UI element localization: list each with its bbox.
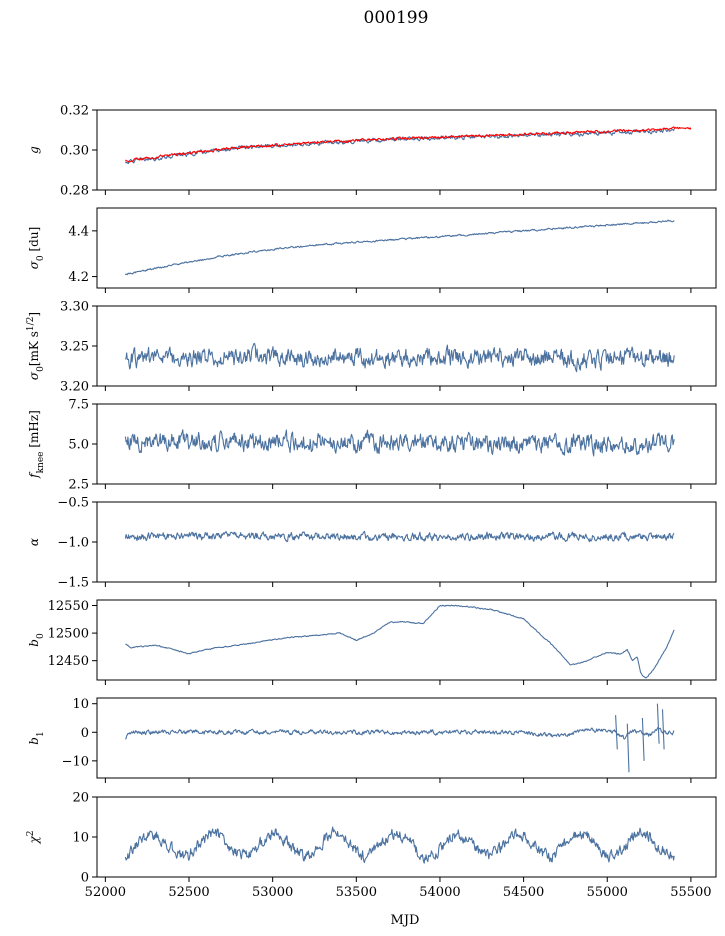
panel-b1: −10 0 10 b1: [27, 697, 717, 783]
y-axis-label: b0: [27, 633, 46, 647]
y-tick-label: 2.5: [68, 478, 89, 493]
x-tick-label: 53000: [252, 885, 293, 900]
panel-chi2: 0 10 20 52000 52500 53000 53500 54000 54500 55000…: [26, 791, 717, 900]
y-axis-label: σ0[mK s1/2]: [26, 312, 46, 380]
series-fknee-0: [124, 429, 675, 457]
y-axis-label: χ2: [26, 830, 41, 844]
y-tick-label: −1.0: [57, 536, 89, 551]
y-tick-label: 3.25: [60, 340, 89, 355]
panel-fknee: 2.5 5.0 7.5 fknee [mHz]: [27, 398, 717, 493]
y-tick-label: 12500: [48, 627, 89, 642]
series-g-1: [125, 126, 692, 163]
y-tick-label: 7.5: [68, 398, 89, 413]
panel-b0: 12450 12500 12550 b0: [27, 599, 717, 685]
y-tick-label: 3.20: [60, 380, 89, 395]
axes-frame: [96, 796, 717, 878]
y-tick-label: 10: [72, 697, 89, 712]
y-tick-label: 0.28: [60, 184, 89, 199]
y-tick-label: 12550: [48, 599, 89, 614]
y-tick-label: 20: [72, 791, 89, 806]
axes-frame: [96, 305, 717, 387]
y-tick-label: −10: [62, 754, 89, 769]
series-sigma0-du-0: [124, 219, 675, 276]
y-tick-label: −1.5: [57, 576, 89, 591]
series-g-0: [124, 127, 675, 165]
y-tick-label: 0: [81, 726, 89, 741]
x-tick-label: 52500: [168, 885, 209, 900]
panel-alpha: −1.5 −1.0 −0.5 α: [27, 496, 717, 591]
x-tick-label: 54000: [419, 885, 460, 900]
x-tick-label: 55500: [670, 885, 711, 900]
y-axis-label: fknee [mHz]: [27, 410, 46, 479]
x-tick-label: 52000: [85, 885, 126, 900]
series-alpha-0: [124, 530, 675, 543]
axes-frame: [96, 109, 717, 191]
panels: 0.28 0.30 0.32 g 4.2 4.4 σ0 [du] 3.20 3.25 3.30 σ0…: [26, 104, 717, 900]
y-tick-label: 0.32: [60, 104, 89, 119]
series-chi2-0: [124, 826, 675, 864]
y-tick-label: 3.30: [60, 300, 89, 315]
series-b1-0: [124, 727, 675, 740]
x-tick-label: 53500: [336, 885, 377, 900]
y-axis-label: σ0 [du]: [27, 227, 46, 270]
y-tick-label: 12450: [48, 654, 89, 669]
series-sigma0-mks-0: [124, 342, 675, 373]
panel-sigma0-mks: 3.20 3.25 3.30 σ0[mK s1/2]: [26, 300, 717, 395]
panel-sigma0-du: 4.2 4.4 σ0 [du]: [27, 207, 717, 293]
figure-title: 000199: [364, 8, 429, 28]
x-tick-label: 54500: [503, 885, 544, 900]
axes-frame: [96, 501, 717, 583]
x-tick-label: 55000: [587, 885, 628, 900]
x-axis-label: MJD: [391, 913, 420, 928]
y-tick-label: 0.30: [60, 144, 89, 159]
y-axis-label: g: [27, 146, 41, 154]
y-axis-label: b1: [27, 731, 46, 744]
y-axis-label: α: [27, 538, 41, 546]
y-tick-label: 4.2: [68, 270, 89, 285]
axes-frame: [96, 697, 717, 779]
series-b0-0: [125, 604, 675, 679]
y-tick-label: 5.0: [68, 438, 89, 453]
y-tick-label: 4.4: [68, 224, 89, 239]
y-tick-label: −0.5: [57, 496, 89, 511]
series-b1-1: [615, 703, 665, 773]
y-tick-label: 0: [81, 871, 89, 886]
axes-frame: [96, 207, 717, 289]
panel-g: 0.28 0.30 0.32 g: [27, 104, 717, 199]
y-tick-label: 10: [72, 831, 89, 846]
axes-frame: [96, 599, 717, 681]
